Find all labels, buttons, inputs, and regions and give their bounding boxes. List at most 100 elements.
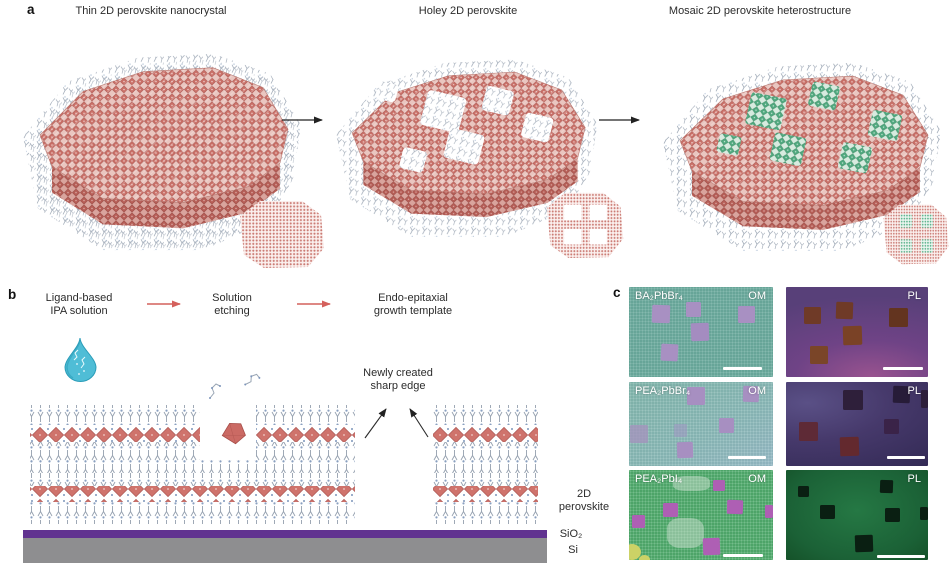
crystal-square	[674, 424, 687, 437]
crystal-square	[738, 306, 755, 323]
om-image-ba2pbbr4: BA₂PbBr₄ OM	[629, 287, 773, 377]
crystal-square	[798, 486, 809, 497]
step-label-1: Ligand-based IPA solution	[46, 292, 113, 318]
crystal-square	[663, 503, 678, 517]
step-2-line-1: Solution	[212, 292, 252, 304]
crystal-title-mosaic: Mosaic 2D perovskite heterostructure	[668, 5, 852, 17]
detached-octahedron	[221, 422, 246, 445]
step-3-line-2: growth template	[373, 305, 453, 317]
crystal-square	[726, 499, 744, 515]
crystal-square	[676, 441, 694, 459]
debris-blob	[629, 544, 641, 560]
crystal-square	[820, 505, 835, 519]
step-label-2: Solution etching	[212, 292, 252, 318]
crystal-square	[884, 419, 899, 434]
lattice-inset-full	[240, 201, 324, 268]
crystal-title-holey: Holey 2D perovskite	[418, 5, 518, 17]
crystal-title-thin: Thin 2D perovskite nanocrystal	[75, 5, 227, 17]
crystal-square	[920, 507, 928, 520]
pl-image-pea2pbbr4: PL	[786, 382, 928, 466]
crystal-square	[839, 436, 860, 457]
crystal-square	[765, 505, 773, 518]
crystal-square	[854, 534, 874, 553]
crystal-square	[687, 387, 705, 405]
ghost-patch	[673, 476, 710, 491]
scale-bar	[723, 554, 763, 557]
formula-label: BA₂PbBr₄	[635, 290, 683, 302]
process-arrow-1	[282, 116, 323, 124]
layer-label-si: Si	[568, 544, 578, 556]
ligand-molecule	[244, 373, 261, 386]
etched-hole	[399, 147, 427, 173]
crystal-square	[630, 425, 648, 443]
panel-b-label: b	[8, 287, 17, 302]
lattice-inset-mosaic	[883, 204, 949, 265]
ligand-molecule	[209, 383, 221, 399]
process-arrow-2	[599, 116, 640, 124]
pl-tag: PL	[907, 385, 921, 397]
crystal-square	[799, 422, 818, 441]
om-tag: OM	[748, 290, 766, 302]
crystal-square	[842, 325, 863, 346]
crystal-square	[690, 322, 710, 342]
pl-tag: PL	[907, 290, 921, 302]
pl-image-pea2pbi4: PL	[786, 470, 928, 560]
etched-hole	[481, 86, 514, 116]
formula-label: PEA₂PbI₄	[635, 473, 683, 485]
green-domain	[745, 92, 787, 131]
annotation-line-1: Newly created	[363, 367, 433, 379]
pl-image-ba2pbbr4: PL	[786, 287, 928, 377]
crystal-square	[879, 479, 894, 494]
green-domain	[867, 110, 903, 141]
green-domain	[716, 133, 742, 156]
layer-label-2d-perovskite: 2D perovskite	[559, 488, 609, 514]
sio2-layer	[23, 530, 547, 538]
crystal-square	[651, 304, 671, 324]
crystal-square	[804, 307, 821, 324]
etched-hole	[420, 90, 467, 133]
om-tag: OM	[748, 385, 766, 397]
crystal-square	[702, 537, 721, 556]
crystal-square	[889, 308, 908, 327]
crystal-square	[921, 390, 928, 408]
step-1-line-2: IPA solution	[50, 305, 108, 317]
sharp-edge-annotation: Newly created sharp edge	[363, 367, 433, 393]
crystal-illustration-holey	[336, 59, 598, 237]
scale-bar	[883, 367, 923, 370]
layer-label-sio2: SiO₂	[559, 528, 583, 540]
ghost-patch	[667, 518, 704, 548]
sharp-edge-arrow-left	[364, 408, 387, 439]
panel-c-label: c	[613, 285, 621, 300]
crystal-square	[843, 390, 863, 410]
crystal-square	[660, 343, 679, 362]
annotation-line-2: sharp edge	[370, 380, 426, 392]
step-2-line-2: etching	[214, 305, 250, 317]
crystal-square	[719, 418, 734, 433]
sharp-edge-arrow-right	[409, 408, 429, 438]
crystal-square	[885, 508, 900, 522]
crystal-illustration-thin-2d	[23, 53, 301, 251]
etched-hole	[375, 81, 399, 103]
om-tag: OM	[748, 473, 766, 485]
green-domain	[769, 132, 807, 166]
etched-hole	[521, 112, 554, 143]
perovskite-slab-top	[30, 405, 538, 462]
si-substrate	[23, 538, 547, 563]
crystal-square	[810, 346, 828, 364]
crystal-square	[713, 480, 725, 491]
om-image-pea2pbi4: PEA₂PbI₄ OM	[629, 470, 773, 560]
crystal-square	[686, 302, 701, 317]
pl-tag: PL	[907, 473, 921, 485]
step-label-3: Endo-epitaxial growth template	[374, 292, 452, 318]
debris-blob	[639, 555, 650, 560]
panel-a-label: a	[27, 2, 35, 17]
perovskite-slab-bottom	[30, 486, 538, 524]
scale-bar	[723, 367, 762, 370]
step-3-line-1: Endo-epitaxial	[378, 292, 448, 304]
scale-bar	[887, 456, 925, 459]
green-domain	[837, 142, 873, 174]
crystal-square	[835, 301, 854, 320]
scale-bar	[877, 555, 925, 558]
etched-hole	[443, 128, 485, 165]
